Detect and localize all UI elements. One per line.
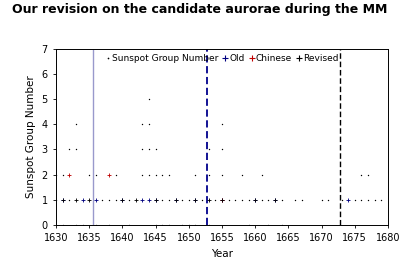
Text: Our revision on the candidate aurorae during the MM: Our revision on the candidate aurorae du… bbox=[12, 3, 388, 16]
X-axis label: Year: Year bbox=[211, 249, 233, 259]
Y-axis label: Sunspot Group Number: Sunspot Group Number bbox=[26, 76, 36, 198]
Legend: Sunspot Group Number, Old, Chinese, Revised: Sunspot Group Number, Old, Chinese, Revi… bbox=[105, 53, 339, 64]
